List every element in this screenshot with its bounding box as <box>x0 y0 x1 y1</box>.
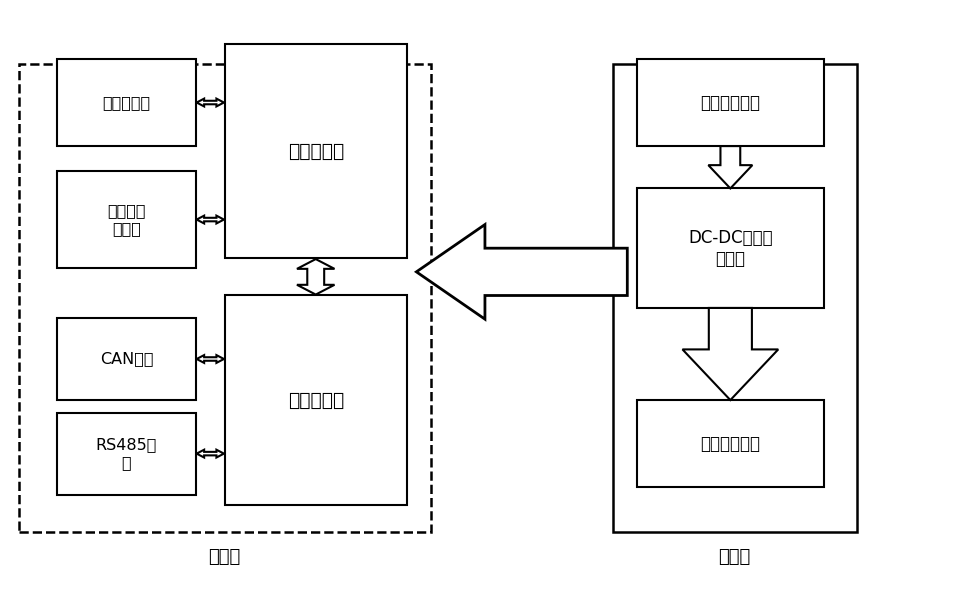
Text: 接口电源电路: 接口电源电路 <box>700 434 760 453</box>
Text: RS485电
路: RS485电 路 <box>96 437 157 470</box>
Polygon shape <box>683 308 778 400</box>
Text: 电源滤波电路: 电源滤波电路 <box>700 93 760 112</box>
Bar <box>57 59 196 146</box>
Bar <box>637 59 824 146</box>
Text: 控制板: 控制板 <box>209 548 241 566</box>
Polygon shape <box>196 99 224 106</box>
Bar <box>57 318 196 400</box>
Bar <box>224 296 407 505</box>
Polygon shape <box>709 146 752 189</box>
Text: 逻辑处理器: 逻辑处理器 <box>287 142 344 161</box>
Text: 外部存储
器接口: 外部存储 器接口 <box>107 203 146 236</box>
Bar <box>57 171 196 268</box>
Polygon shape <box>196 450 224 457</box>
Bar <box>18 64 430 532</box>
Text: DC-DC电源变
换电路: DC-DC电源变 换电路 <box>689 229 773 268</box>
Text: 以太网电路: 以太网电路 <box>103 95 151 110</box>
Bar <box>57 413 196 495</box>
Polygon shape <box>417 225 628 319</box>
Bar <box>637 189 824 308</box>
Bar <box>224 44 407 258</box>
Text: 电源板: 电源板 <box>718 548 750 566</box>
Bar <box>613 64 858 532</box>
Polygon shape <box>196 216 224 223</box>
Polygon shape <box>196 355 224 363</box>
Text: 核心处理器: 核心处理器 <box>287 391 344 410</box>
Polygon shape <box>297 259 335 294</box>
Bar <box>637 400 824 487</box>
Text: CAN电路: CAN电路 <box>100 352 153 366</box>
